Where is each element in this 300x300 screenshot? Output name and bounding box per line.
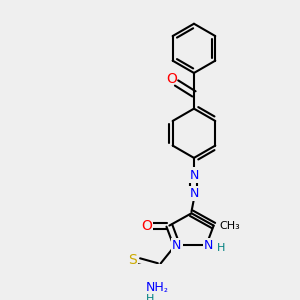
Text: N: N [189, 187, 199, 200]
Text: N: N [189, 169, 199, 182]
Text: H: H [146, 294, 154, 300]
Text: O: O [166, 72, 177, 86]
Text: CH₃: CH₃ [219, 220, 240, 231]
Text: N: N [172, 239, 182, 252]
Text: H: H [217, 243, 225, 253]
Text: O: O [141, 219, 152, 232]
Text: N: N [204, 239, 214, 252]
Text: S: S [128, 254, 136, 267]
Text: ₂: ₂ [164, 284, 168, 294]
Text: NH: NH [146, 280, 165, 294]
